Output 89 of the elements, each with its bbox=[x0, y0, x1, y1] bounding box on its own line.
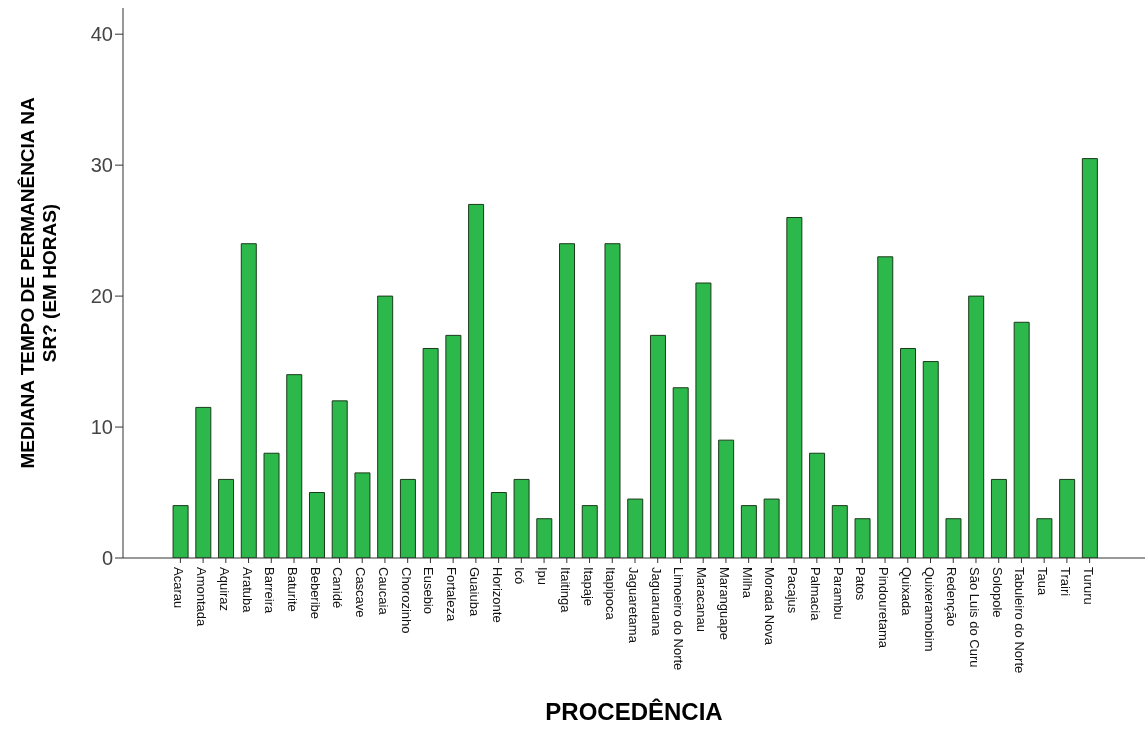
bar bbox=[1036, 518, 1053, 558]
bar bbox=[218, 478, 235, 558]
bar bbox=[740, 505, 757, 558]
x-tick-label: Pindouretama bbox=[876, 567, 892, 649]
x-tick-label: Guaiuba bbox=[466, 567, 482, 617]
y-axis-title: MEDIANA TEMPO DE PERMANÊNCIA NA SR? (EM HORAS) bbox=[17, 97, 60, 469]
x-tick-label: Limoeiro do Norte bbox=[671, 567, 687, 671]
bar bbox=[581, 505, 598, 558]
x-tick-label: Caucaia bbox=[375, 567, 391, 616]
x-tick-label: Solopole bbox=[989, 567, 1005, 618]
bar bbox=[1081, 158, 1098, 558]
x-tick-label: Taua bbox=[1035, 567, 1051, 596]
x-tick-label: Beberibe bbox=[307, 567, 323, 620]
x-tick-label: Itapaje bbox=[580, 567, 596, 607]
x-tick-label: Canidé bbox=[330, 567, 346, 609]
x-tick-label: Quixeramobim bbox=[921, 567, 937, 652]
x-tick-label: Aquiraz bbox=[216, 567, 232, 612]
bar bbox=[240, 243, 257, 558]
x-tick-label: Itapipoca bbox=[603, 567, 619, 621]
bar bbox=[399, 478, 416, 558]
bar bbox=[1013, 321, 1030, 558]
x-tick-label: Jaguaruana bbox=[648, 567, 664, 637]
bar bbox=[422, 347, 439, 558]
bar bbox=[445, 334, 462, 558]
bar bbox=[354, 472, 371, 558]
x-tick-label: Ipu bbox=[535, 567, 551, 586]
x-tick-label: Palmacia bbox=[807, 567, 823, 622]
x-tick-label: Trairi bbox=[1057, 567, 1073, 597]
x-tick-label: Barreira bbox=[262, 567, 278, 615]
x-tick-label: Tururu bbox=[1080, 567, 1096, 605]
bar bbox=[786, 217, 803, 558]
x-tick-label: Itaitinga bbox=[557, 567, 573, 614]
bar bbox=[627, 498, 644, 558]
x-tick-label: Patos bbox=[853, 567, 869, 601]
x-tick-label: Tabuleiro do Norte bbox=[1012, 567, 1028, 674]
bar bbox=[308, 492, 325, 558]
x-tick-label: Baturite bbox=[285, 567, 301, 612]
bar bbox=[263, 452, 280, 558]
bar bbox=[877, 256, 894, 558]
bar bbox=[990, 478, 1007, 558]
bar bbox=[490, 492, 507, 558]
x-tick-label: Cascave bbox=[353, 567, 369, 618]
x-tick-label: Horizonte bbox=[489, 567, 505, 623]
bar bbox=[718, 439, 735, 558]
bar bbox=[649, 334, 666, 558]
bar bbox=[968, 295, 985, 558]
x-tick-label: Fortaleza bbox=[444, 567, 460, 622]
y-tick-label: 30 bbox=[90, 154, 113, 177]
bar bbox=[922, 361, 939, 558]
x-tick-label: Eusebio bbox=[421, 567, 437, 614]
bar bbox=[559, 243, 576, 558]
bar bbox=[672, 387, 689, 558]
bar bbox=[945, 518, 962, 558]
bar bbox=[763, 498, 780, 558]
bar bbox=[468, 203, 485, 558]
x-tick-label: Acarau bbox=[171, 567, 187, 609]
x-tick-label: Redenção bbox=[944, 567, 960, 627]
x-tick-label: Icó bbox=[512, 567, 528, 585]
x-tick-label: Maranguape bbox=[716, 567, 732, 640]
bar bbox=[377, 295, 394, 558]
bar bbox=[831, 505, 848, 558]
bar bbox=[695, 282, 712, 558]
bar bbox=[195, 406, 212, 558]
x-tick-label: Parambu bbox=[830, 567, 846, 620]
x-tick-label: São Luis do Curu bbox=[966, 567, 982, 668]
bar bbox=[286, 374, 303, 558]
bar bbox=[604, 243, 621, 558]
x-tick-label: Chorozinho bbox=[398, 567, 414, 634]
x-tick-label: Pacajus bbox=[785, 567, 801, 614]
bar bbox=[172, 505, 189, 558]
x-tick-label: Jaguaretama bbox=[626, 567, 641, 644]
bar bbox=[513, 478, 530, 558]
y-tick-label: 10 bbox=[90, 416, 113, 439]
bar bbox=[1059, 478, 1076, 558]
x-tick-label: Aratuba bbox=[239, 567, 255, 614]
bar bbox=[809, 452, 826, 558]
y-tick-label: 0 bbox=[101, 547, 113, 570]
y-tick-label: 40 bbox=[90, 23, 113, 46]
bar bbox=[854, 518, 871, 558]
x-tick-label: Quixada bbox=[898, 567, 914, 617]
y-tick-label: 20 bbox=[90, 285, 113, 308]
bar bbox=[331, 400, 348, 558]
x-tick-label: Maracanau bbox=[694, 567, 710, 633]
bar bbox=[900, 347, 917, 558]
x-tick-label: Milha bbox=[739, 567, 755, 599]
x-tick-label: Morada Nova bbox=[762, 567, 778, 646]
x-axis-title: PROCEDÊNCIA bbox=[545, 698, 723, 725]
x-tick-label: Amontada bbox=[194, 567, 210, 628]
bar bbox=[536, 518, 553, 558]
